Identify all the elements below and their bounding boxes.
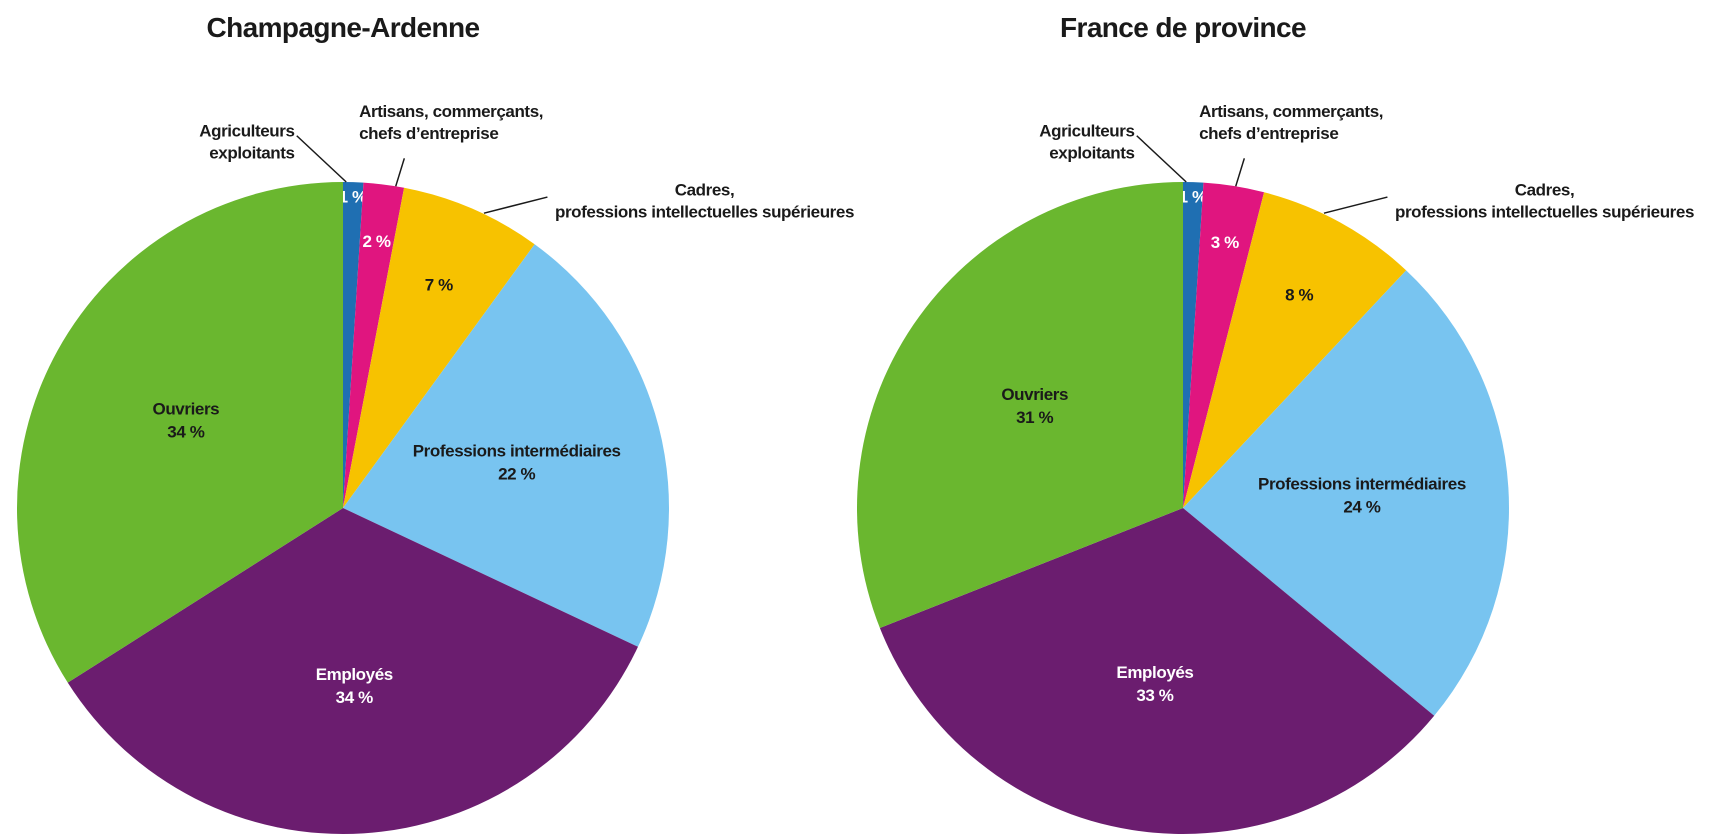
category-label: Ouvriers <box>1001 386 1068 405</box>
pie-slice <box>67 508 638 835</box>
value-label: 7 % <box>425 276 453 295</box>
category-label: Professions intermédiaires <box>413 442 621 461</box>
pie-slice <box>1183 270 1510 716</box>
chart-title: Champagne-Ardenne <box>207 12 480 43</box>
category-label: Artisans, commerçants, chefs d’entreprise <box>1199 102 1383 143</box>
category-label: Employés <box>316 665 393 684</box>
pie-slice <box>343 187 535 508</box>
value-label: 22 % <box>498 465 535 484</box>
value-label: 3 % <box>1211 233 1239 252</box>
category-label: Cadres, professions intellectuelles supér… <box>555 181 854 222</box>
value-label: 1 % <box>339 188 367 207</box>
leader-line <box>483 196 548 214</box>
category-label: Ouvriers <box>153 400 220 419</box>
pie-slice <box>1183 192 1407 508</box>
category-label: Professions intermédiaires <box>1258 475 1466 494</box>
value-label: 31 % <box>1016 409 1053 428</box>
leader-line <box>1323 196 1388 214</box>
leader-line <box>296 135 347 183</box>
pie-slice <box>1183 182 1204 508</box>
category-label: Artisans, commerçants, chefs d’entreprise <box>359 102 543 143</box>
leader-line <box>395 158 406 187</box>
pie-slice <box>879 508 1435 834</box>
category-label: Agriculteurs exploitants <box>1039 122 1134 163</box>
pie-slice <box>1183 182 1265 508</box>
value-label: 33 % <box>1136 687 1173 706</box>
value-label: 1 % <box>1179 188 1207 207</box>
value-label: 34 % <box>167 423 204 442</box>
category-label: Agriculteurs exploitants <box>199 122 294 163</box>
pie-slice <box>343 182 405 508</box>
value-label: 24 % <box>1343 498 1380 517</box>
value-label: 34 % <box>336 688 373 707</box>
value-label: 2 % <box>362 232 390 251</box>
pie-slice <box>343 244 669 647</box>
category-label: Cadres, professions intellectuelles supér… <box>1395 181 1694 222</box>
leader-line <box>1235 158 1246 187</box>
pie-slice <box>16 182 344 683</box>
pie-slice <box>857 182 1183 629</box>
value-label: 8 % <box>1285 286 1313 305</box>
pie-slice <box>343 182 364 508</box>
leader-line <box>1136 135 1187 183</box>
chart-title: France de province <box>1060 12 1306 43</box>
category-label: Employés <box>1116 664 1193 683</box>
